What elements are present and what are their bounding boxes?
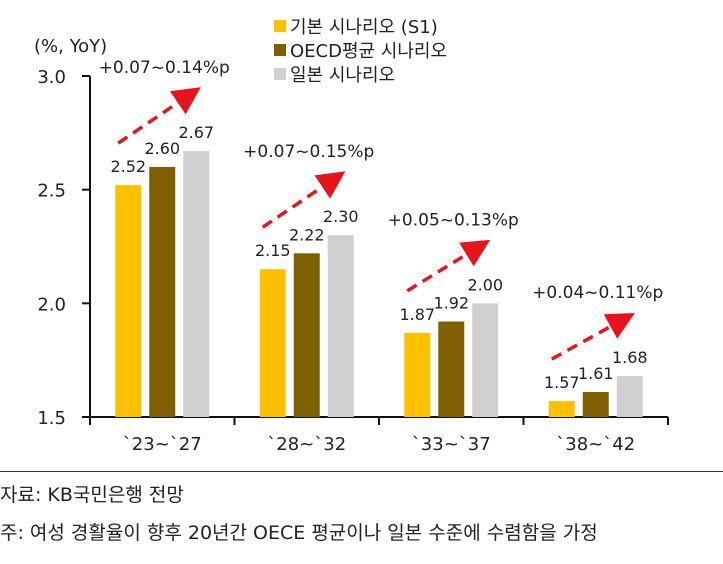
legend-label: OECD평균 시나리오 [290, 41, 447, 62]
bar [472, 303, 499, 417]
data-label: 1.57 [544, 373, 580, 392]
x-tick-label: `38~`42 [556, 434, 635, 455]
annotation-label: +0.04~0.11%p [532, 283, 663, 303]
y-tick-label: 3.0 [37, 67, 66, 88]
y-tick-label: 2.0 [37, 294, 66, 315]
data-label: 1.68 [612, 348, 648, 367]
bar [183, 151, 210, 417]
y-tick-label: 1.5 [37, 408, 66, 429]
annotation-label: +0.07~0.14%p [99, 58, 230, 78]
data-label: 2.30 [323, 207, 359, 226]
x-tick-label: `28~`32 [267, 434, 346, 455]
data-label: 1.61 [578, 364, 614, 383]
bar [149, 166, 176, 417]
trend-arrow [406, 239, 491, 293]
data-label: 2.00 [467, 275, 503, 294]
data-label: 1.87 [399, 305, 435, 324]
footer-divider [0, 471, 723, 472]
data-label: 2.67 [178, 123, 214, 142]
bar [404, 332, 431, 417]
y-tick-label: 2.5 [37, 181, 66, 202]
data-label: 2.15 [255, 241, 291, 260]
annotation-label: +0.07~0.15%p [243, 142, 374, 162]
trend-arrow [550, 312, 635, 361]
legend-label: 일본 시나리오 [290, 65, 395, 86]
data-label: 1.92 [433, 294, 469, 313]
footnote: 주: 여성 경활율이 향후 20년간 OECE 평균이나 일본 수준에 수렴함을… [0, 522, 598, 544]
bar [259, 269, 286, 417]
y-axis-label: (%, YoY) [34, 36, 107, 57]
annotation-label: +0.05~0.13%p [388, 210, 519, 230]
x-tick-label: `23~`27 [123, 434, 202, 455]
trend-arrow [117, 87, 201, 145]
bar [115, 185, 142, 417]
data-label: 2.60 [144, 139, 180, 158]
bar [438, 321, 465, 417]
bar [616, 376, 643, 417]
bar [582, 391, 609, 417]
x-tick-label: `33~`37 [412, 434, 491, 455]
legend-swatch [274, 44, 286, 56]
trend-arrow [261, 171, 346, 229]
source-note: 자료: KB국민은행 전망 [0, 484, 184, 506]
data-label: 2.52 [110, 157, 146, 176]
legend-label: 기본 시나리오 (S1) [290, 17, 438, 38]
bar [548, 401, 575, 417]
data-label: 2.22 [289, 225, 325, 244]
legend-swatch [274, 68, 286, 80]
legend-swatch [274, 20, 286, 32]
bar-chart: (%, YoY) 1.5 2.0 2.5 3.0 `23~`27 2.522.602.67… [34, 17, 669, 455]
bar [327, 235, 354, 417]
bar [293, 253, 320, 417]
